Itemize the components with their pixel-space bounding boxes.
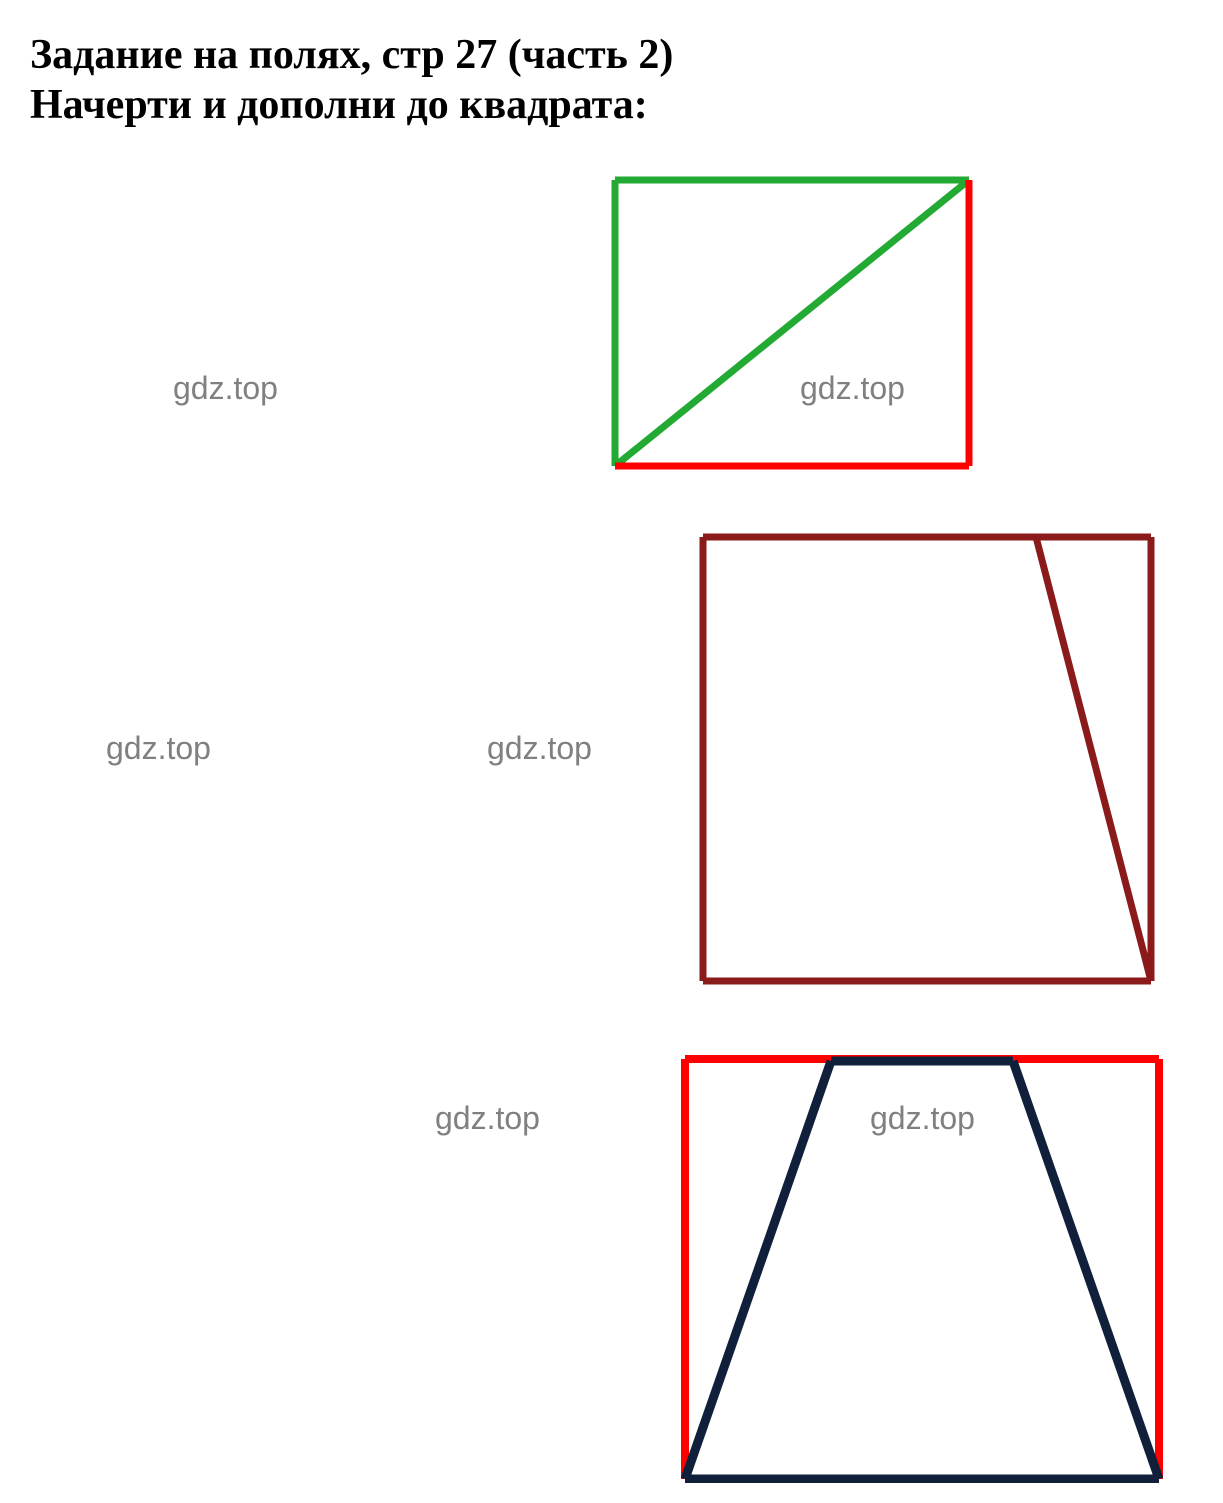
heading-line-1: Задание на полях, стр 27 (часть 2) — [30, 30, 1193, 80]
isoceles-trapezoid-to-square-svg — [681, 1055, 1163, 1483]
heading-line-2: Начерти и дополни до квадрата: — [30, 80, 1193, 130]
figure-1 — [611, 176, 973, 471]
figure-3 — [681, 1055, 1163, 1483]
watermark-text: gdz.top — [435, 1100, 540, 1137]
shape-line — [1013, 1061, 1159, 1479]
watermark-text: gdz.top — [106, 730, 211, 767]
shape-line — [1036, 537, 1151, 981]
triangle-to-square-svg — [611, 176, 973, 471]
watermark-text: gdz.top — [487, 730, 592, 767]
watermark-text: gdz.top — [173, 370, 278, 407]
shape-line — [615, 180, 969, 466]
figure-2 — [699, 533, 1155, 985]
right-trapezoid-to-square-svg — [699, 533, 1155, 985]
exercise-heading: Задание на полях, стр 27 (часть 2) Начер… — [30, 30, 1193, 131]
page: Задание на полях, стр 27 (часть 2) Начер… — [0, 0, 1223, 1503]
shape-line — [685, 1061, 831, 1479]
